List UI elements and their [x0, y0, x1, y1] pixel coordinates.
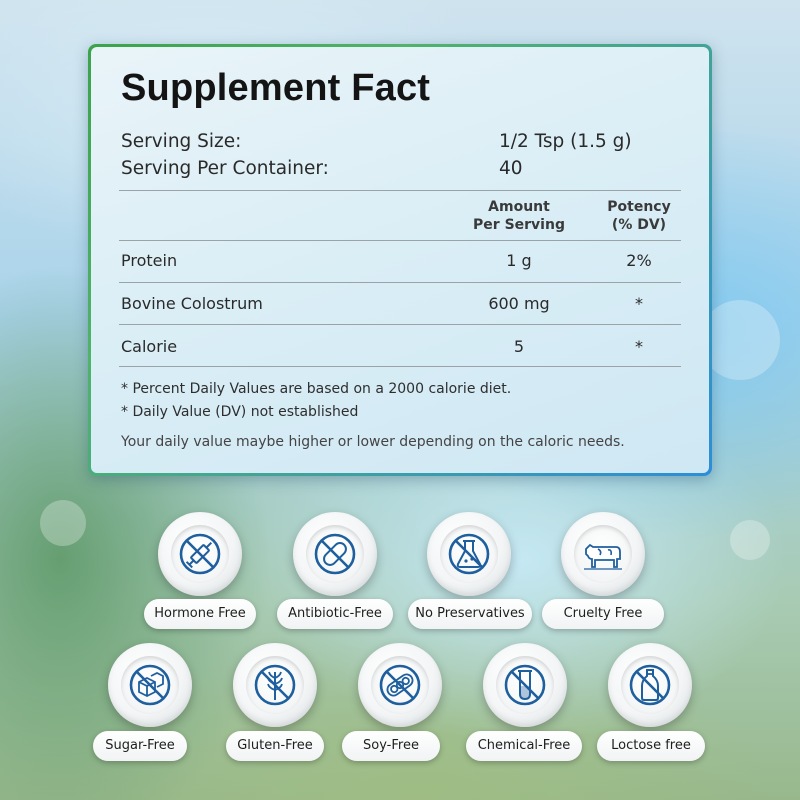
badge-no-preservatives [427, 512, 511, 596]
wheat-crossed-icon [254, 664, 296, 706]
syringe-crossed-icon [179, 533, 221, 575]
column-header-potency-line2: (% DV) [611, 217, 667, 233]
badge-label: Chemical-Free [466, 731, 582, 761]
badge-cruelty-free [561, 512, 645, 596]
nutrient-amount: 5 [513, 337, 525, 356]
servings-per-container-value: 40 [499, 158, 523, 179]
nutrient-amount: 1 g [506, 251, 532, 270]
nutrient-potency: 2% [626, 251, 652, 270]
badge-label: Hormone Free [144, 599, 256, 629]
badge-label: Sugar-Free [93, 731, 187, 761]
disclaimer: Your daily value maybe higher or lower d… [121, 434, 625, 450]
column-header-amount: Amount Per Serving [459, 198, 579, 234]
column-header-potency-line1: Potency [607, 199, 671, 215]
badge-label: Loctose free [597, 731, 705, 761]
badge-sugar-free [108, 643, 192, 727]
pill-crossed-icon [314, 533, 356, 575]
nutrient-name: Calorie [121, 337, 178, 356]
column-header-amount-line2: Per Serving [473, 217, 565, 233]
badge-gluten-free [233, 643, 317, 727]
nutrient-name: Protein [121, 251, 178, 270]
bokeh-light [700, 300, 780, 380]
table-divider [119, 190, 681, 191]
supplement-facts-panel: Supplement Fact Serving Size: 1/2 Tsp (1… [88, 44, 712, 476]
soybean-crossed-icon [379, 664, 421, 706]
serving-size-value: 1/2 Tsp (1.5 g) [499, 131, 632, 152]
supplement-facts-content: Supplement Fact Serving Size: 1/2 Tsp (1… [91, 47, 709, 473]
table-divider [119, 282, 681, 283]
badge-label: Antibiotic-Free [277, 599, 393, 629]
panel-title: Supplement Fact [121, 67, 431, 109]
table-divider [119, 324, 681, 325]
badge-label: Gluten-Free [226, 731, 324, 761]
flask-crossed-icon [448, 533, 490, 575]
badge-lactose-free [608, 643, 692, 727]
column-header-potency: Potency (% DV) [591, 198, 687, 234]
table-divider [119, 366, 681, 367]
badge-label: No Preservatives [408, 599, 532, 629]
badge-soy-free [358, 643, 442, 727]
footnote: * Daily Value (DV) not established [121, 404, 359, 420]
test-tube-crossed-icon [504, 664, 546, 706]
cow-icon [584, 543, 622, 570]
bokeh-light [40, 500, 86, 546]
nutrient-amount: 600 mg [488, 294, 550, 313]
column-header-amount-line1: Amount [488, 199, 550, 215]
milk-bottle-crossed-icon [629, 664, 671, 706]
badge-antibiotic-free [293, 512, 377, 596]
sugar-cube-crossed-icon [129, 664, 171, 706]
badge-label: Cruelty Free [542, 599, 664, 629]
bokeh-light [730, 520, 770, 560]
servings-per-container-label: Serving Per Container: [121, 158, 329, 179]
table-divider [119, 240, 681, 241]
badge-hormone-free [158, 512, 242, 596]
nutrient-name: Bovine Colostrum [121, 294, 263, 313]
footnote: * Percent Daily Values are based on a 20… [121, 381, 512, 397]
badge-label: Soy-Free [342, 731, 440, 761]
nutrient-potency: * [635, 294, 643, 313]
serving-size-label: Serving Size: [121, 131, 242, 152]
badge-chemical-free [483, 643, 567, 727]
nutrient-potency: * [635, 337, 643, 356]
